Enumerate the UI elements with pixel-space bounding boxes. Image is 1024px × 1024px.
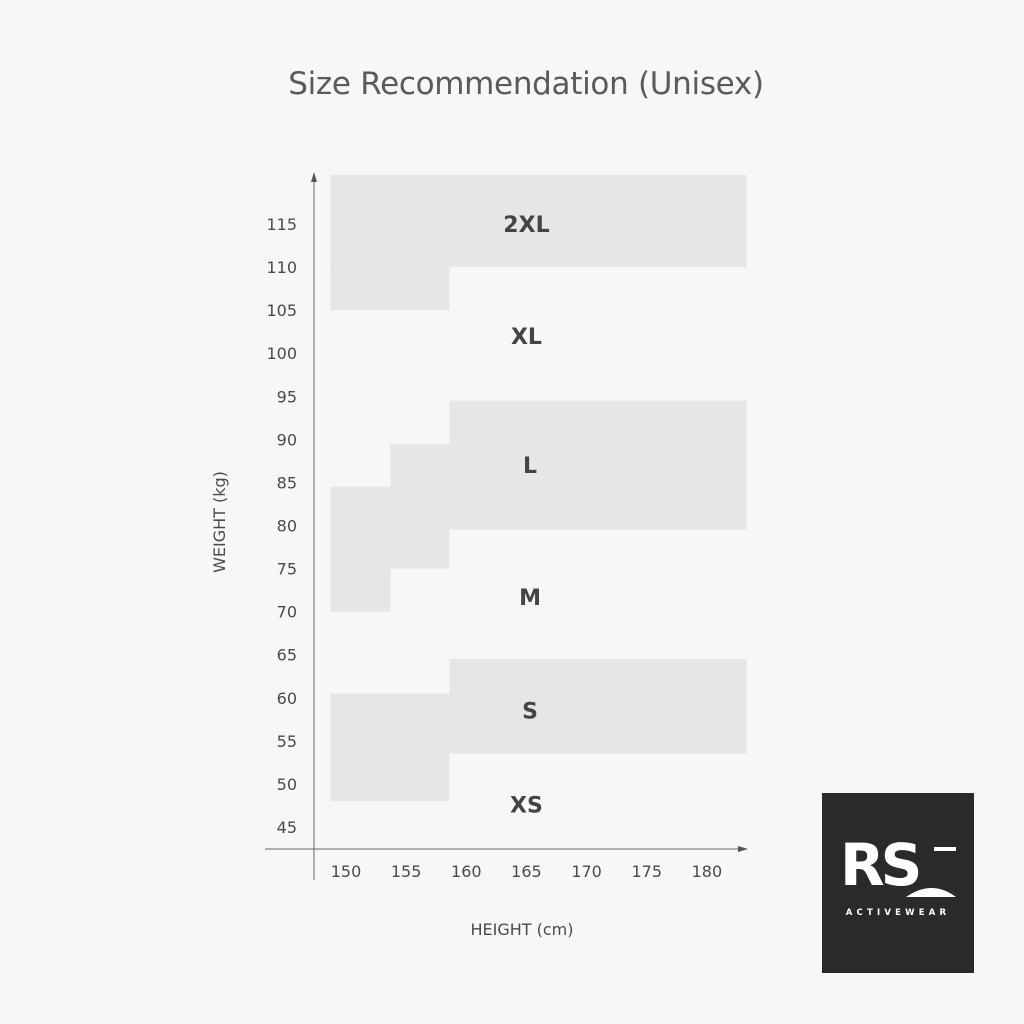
size-label-xs: XS <box>510 794 543 819</box>
x-tick-label: 175 <box>631 862 662 881</box>
chart-title: Size Recommendation (Unisex) <box>288 66 764 102</box>
x-tick-label: 155 <box>391 862 422 881</box>
size-region-2xl <box>330 174 747 268</box>
x-tick-label: 170 <box>571 862 602 881</box>
y-tick-label: 50 <box>277 775 297 794</box>
svg-text:ACTIVEWEAR: ACTIVEWEAR <box>846 908 950 918</box>
x-tick-label: 160 <box>451 862 482 881</box>
y-tick-label: 85 <box>277 473 297 492</box>
size-region-l <box>449 400 747 530</box>
brand-logo: RS ACTIVEWEAR <box>822 793 974 973</box>
size-region-l <box>330 486 391 612</box>
x-axis-arrow-icon <box>738 846 748 852</box>
y-tick-label: 55 <box>277 732 297 751</box>
y-tick-label: 45 <box>277 818 297 837</box>
y-tick-label: 110 <box>266 258 297 277</box>
size-region-s <box>330 693 450 802</box>
size-region-l <box>390 443 450 569</box>
y-tick-label: 100 <box>266 344 297 363</box>
y-tick-label: 65 <box>277 646 297 665</box>
y-tick-label: 80 <box>277 516 297 535</box>
size-region-s <box>449 659 747 754</box>
rs-activewear-logo-icon: RS ACTIVEWEAR <box>840 831 956 918</box>
y-tick-label: 115 <box>266 215 297 234</box>
y-tick-label: 70 <box>277 603 297 622</box>
size-label-m: M <box>519 586 541 611</box>
y-tick-label: 75 <box>277 560 297 579</box>
size-label-s: S <box>522 700 538 725</box>
axes <box>265 172 748 880</box>
size-label-l: L <box>523 454 537 479</box>
y-axis-label: WEIGHT (kg) <box>210 471 229 573</box>
size-label-2xl: 2XL <box>503 213 549 238</box>
x-tick-label: 165 <box>511 862 542 881</box>
y-tick-label: 105 <box>266 301 297 320</box>
y-tick-label: 90 <box>277 430 297 449</box>
x-axis-label: HEIGHT (cm) <box>470 920 573 939</box>
y-tick-label: 95 <box>277 387 297 406</box>
y-axis-arrow-icon <box>311 172 317 182</box>
size-region-2xl <box>330 267 450 311</box>
x-tick-label: 180 <box>692 862 723 881</box>
x-tick-label: 150 <box>331 862 362 881</box>
size-regions <box>330 174 747 802</box>
svg-text:RS: RS <box>840 831 919 899</box>
y-tick-label: 60 <box>277 689 297 708</box>
size-label-xl: XL <box>511 325 542 350</box>
